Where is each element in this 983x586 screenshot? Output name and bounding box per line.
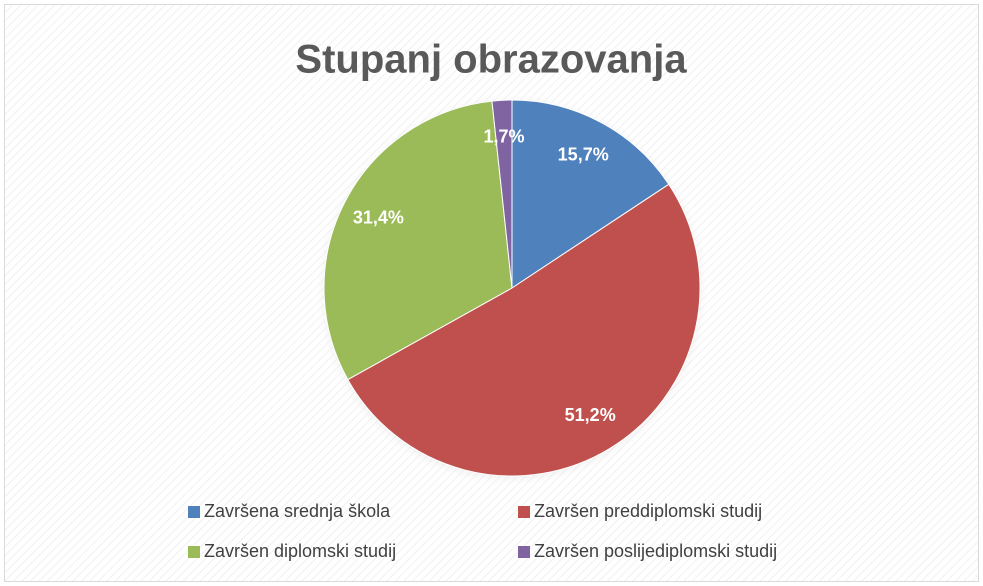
pie-slice (491, 99, 513, 289)
legend-label: Završen diplomski studij (204, 541, 396, 561)
pie-slice (347, 183, 701, 477)
legend-swatch (188, 506, 200, 518)
legend-swatch (518, 506, 530, 518)
legend-swatch (188, 546, 200, 558)
pie-slice (323, 100, 513, 381)
data-label: 51,2% (565, 405, 616, 425)
legend-label: Završen preddiplomski studij (534, 501, 762, 521)
data-label: 31,4% (353, 208, 404, 228)
chart-title: Stupanj obrazovanja (295, 38, 687, 82)
legend-label: Završena srednja škola (204, 501, 391, 521)
data-label: 15,7% (558, 144, 609, 164)
data-label: 1,7% (483, 127, 524, 147)
pie-slice (511, 99, 670, 289)
legend-label: Završen poslijediplomski studij (534, 541, 777, 561)
legend-swatch (518, 546, 530, 558)
